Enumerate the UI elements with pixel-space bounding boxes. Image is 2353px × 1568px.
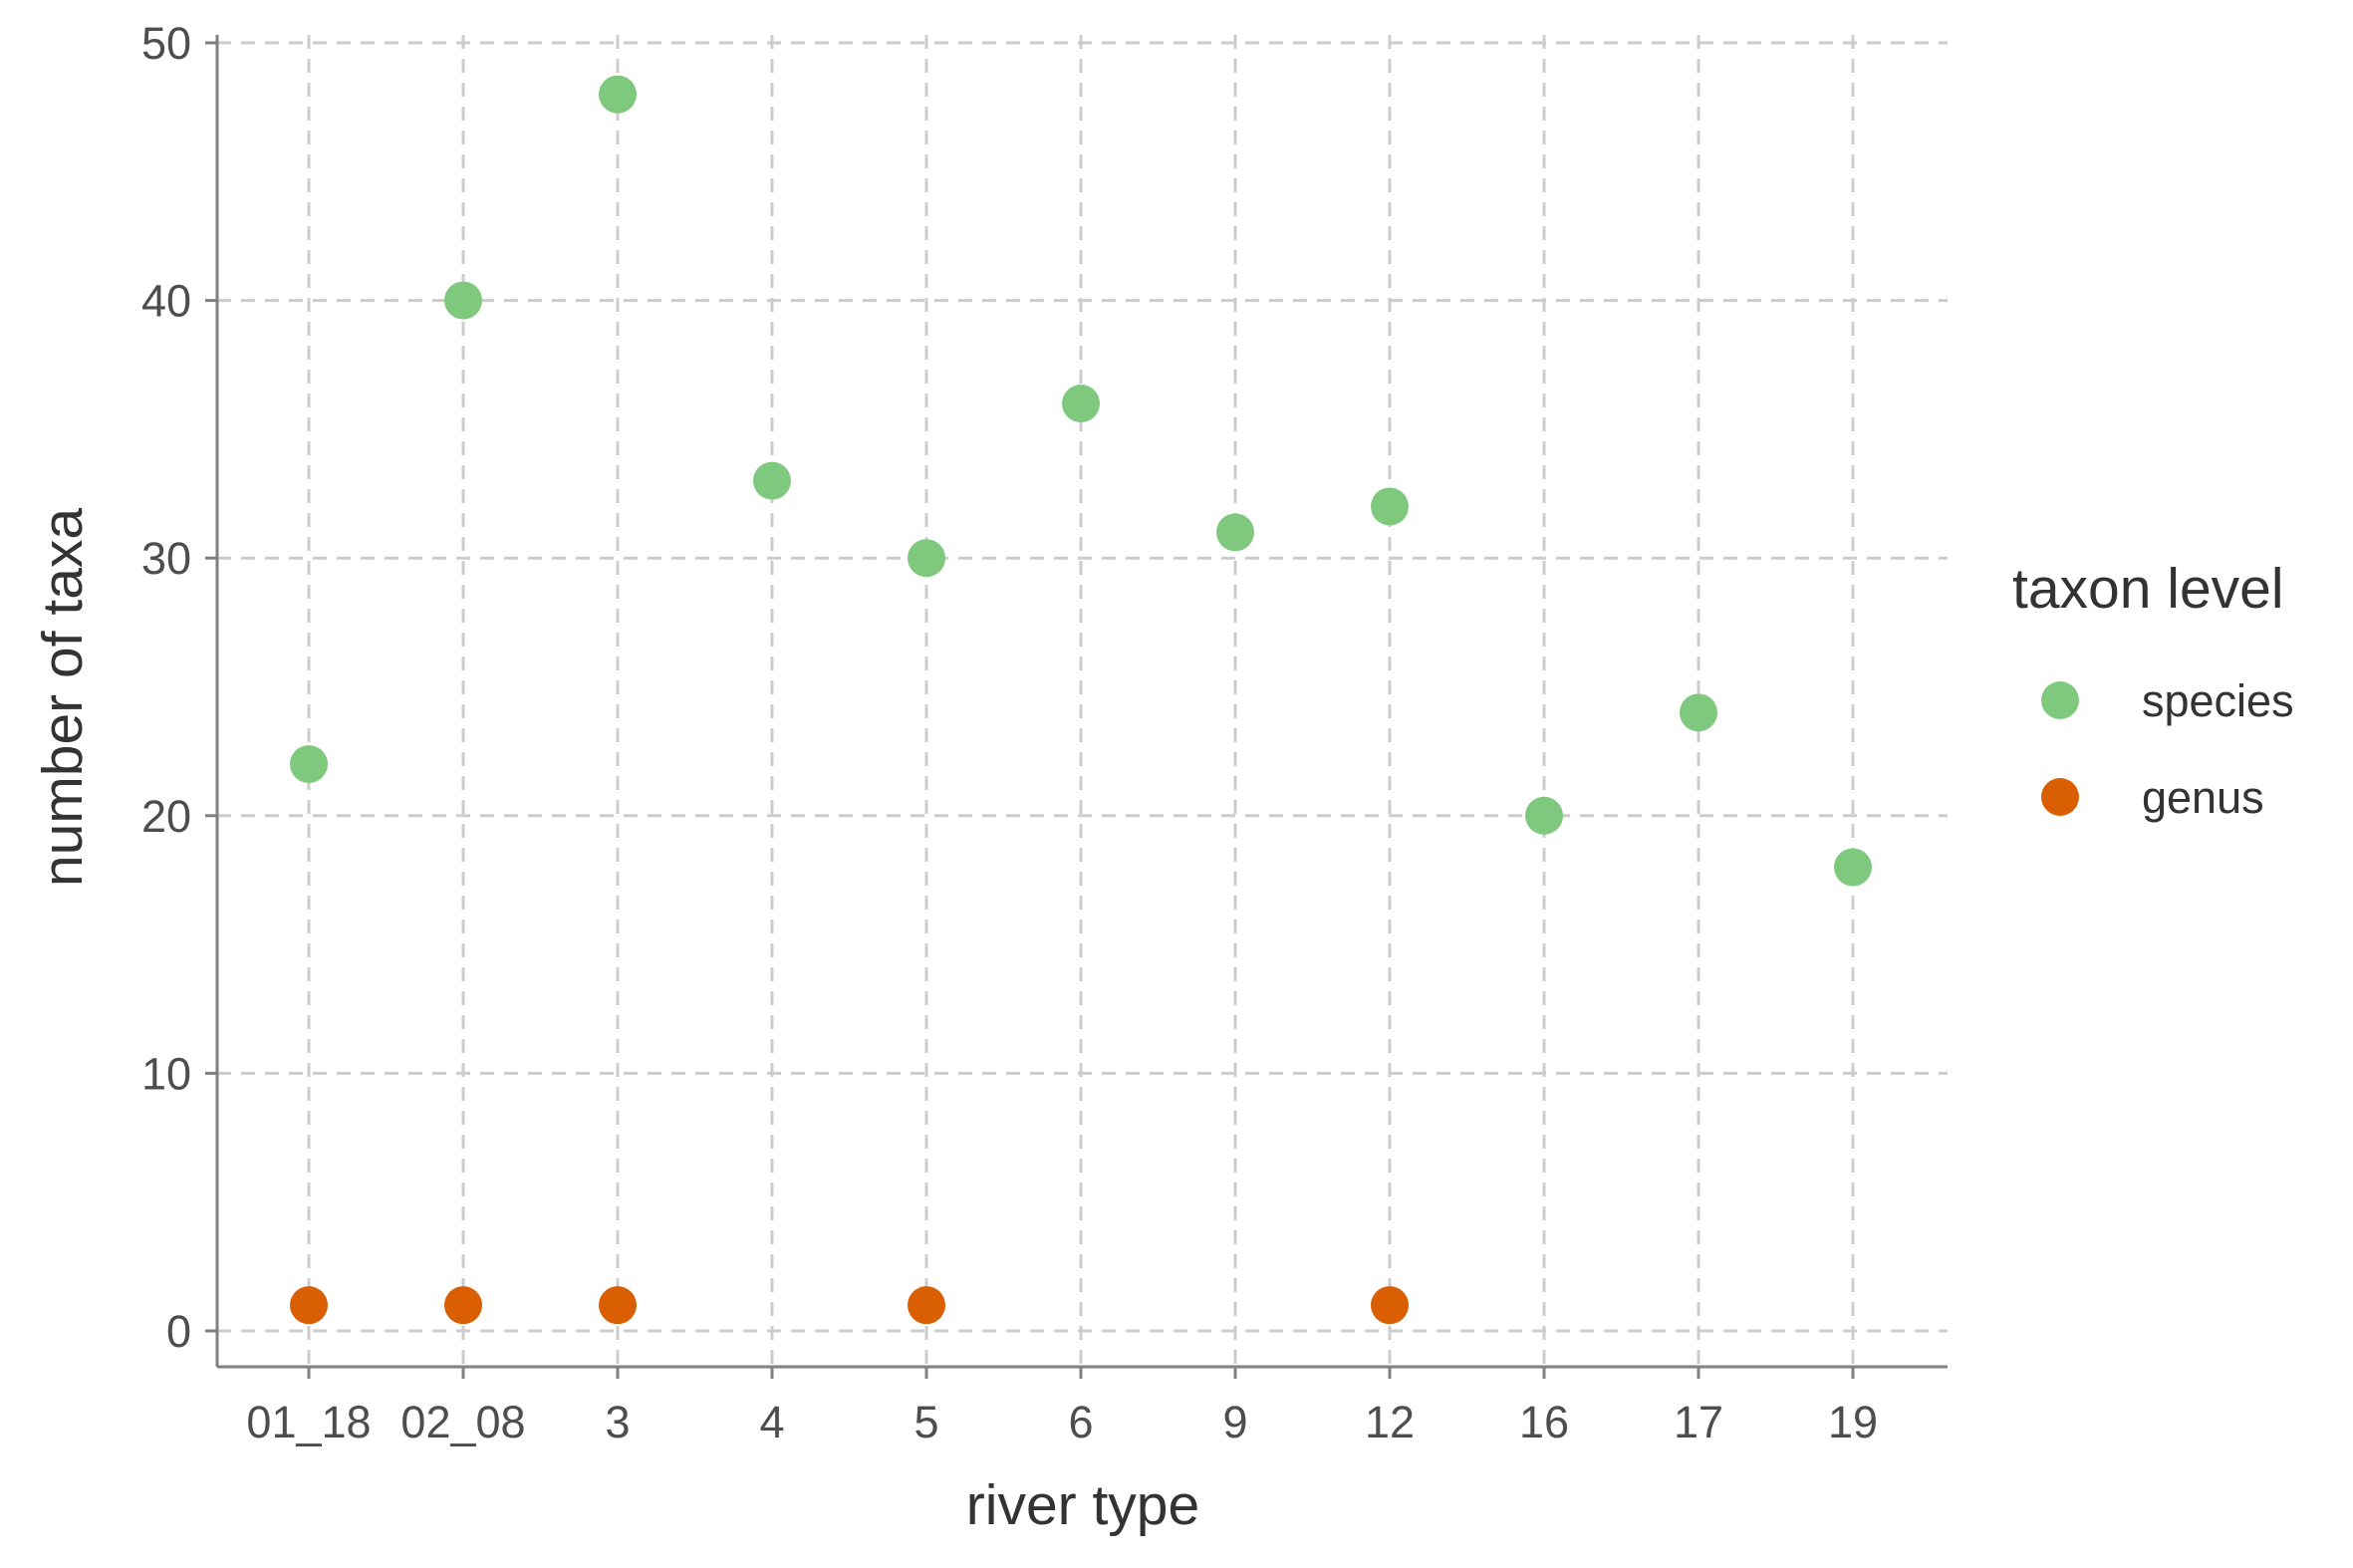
y-axis-title: number of taxa — [31, 508, 95, 888]
y-tick-label: 20 — [141, 791, 191, 842]
legend-label-species: species — [2142, 675, 2294, 726]
x-tick-label: 6 — [1068, 1397, 1093, 1447]
x-tick-label: 9 — [1222, 1397, 1247, 1447]
legend-key-genus — [2041, 778, 2079, 816]
legend-key-species — [2041, 681, 2079, 719]
point-species — [908, 539, 945, 578]
y-tick-label: 40 — [141, 276, 191, 327]
x-tick-labels: 01_18 02_08 3 4 5 6 9 12 16 17 19 — [246, 1397, 1878, 1447]
point-species — [1216, 513, 1254, 552]
x-tick-label: 5 — [914, 1397, 938, 1447]
point-species — [1371, 487, 1409, 526]
y-tick-label: 30 — [141, 533, 191, 584]
point-species — [599, 75, 637, 114]
x-axis-title: river type — [966, 1473, 1199, 1537]
x-tick-label: 12 — [1365, 1397, 1415, 1447]
point-genus — [908, 1286, 945, 1325]
axes — [205, 35, 1948, 1379]
grid-lines — [217, 35, 1948, 1367]
point-species — [444, 281, 482, 320]
point-genus — [290, 1286, 328, 1325]
point-genus — [444, 1286, 482, 1325]
x-tick-label: 4 — [759, 1397, 784, 1447]
legend-label-genus: genus — [2142, 772, 2264, 823]
x-tick-label: 17 — [1674, 1397, 1723, 1447]
point-species — [1062, 385, 1100, 423]
x-tick-label: 19 — [1828, 1397, 1878, 1447]
y-tick-labels: 0 10 20 30 40 50 — [141, 18, 191, 1357]
point-species — [1834, 848, 1872, 887]
point-species — [290, 745, 328, 784]
y-tick-label: 10 — [141, 1048, 191, 1099]
legend: taxon level species genus — [2012, 557, 2294, 823]
x-tick-label: 3 — [605, 1397, 630, 1447]
y-tick-label: 50 — [141, 18, 191, 69]
x-tick-label: 01_18 — [246, 1397, 371, 1447]
point-species — [1680, 693, 1717, 732]
y-tick-label: 0 — [166, 1306, 191, 1357]
point-genus — [599, 1286, 637, 1325]
x-tick-label: 16 — [1519, 1397, 1569, 1447]
data-points — [290, 75, 1872, 1325]
point-genus — [1371, 1286, 1409, 1325]
x-tick-label: 02_08 — [400, 1397, 525, 1447]
point-species — [1525, 796, 1563, 835]
legend-title: taxon level — [2012, 557, 2284, 621]
point-species — [753, 461, 791, 500]
